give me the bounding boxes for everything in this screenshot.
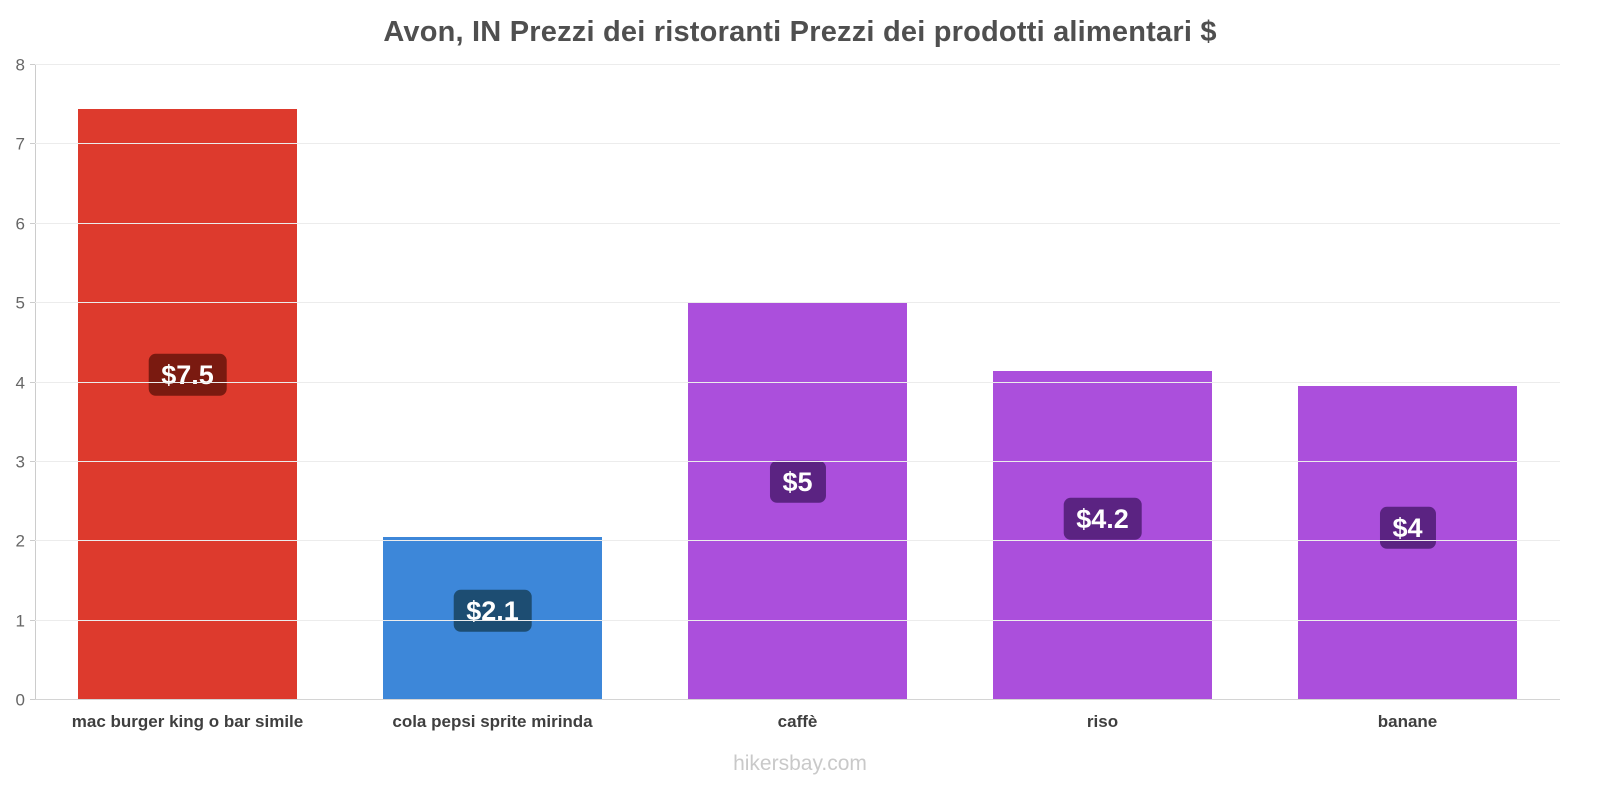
y-tick-mark	[30, 381, 35, 383]
bar-3: $5	[687, 303, 908, 700]
x-axis-label: caffè	[777, 712, 818, 731]
bar-column: $4	[1255, 65, 1560, 700]
x-axis-label: cola pepsi sprite mirinda	[392, 712, 593, 731]
bar-column: $4.2	[950, 65, 1255, 700]
y-tick-label: 2	[15, 531, 25, 551]
chart-title: Avon, IN Prezzi dei ristoranti Prezzi de…	[383, 16, 1217, 48]
bar-value-badge: $2.1	[453, 589, 532, 632]
y-tick-label: 1	[15, 611, 25, 631]
watermark-text: hikersbay.com	[733, 752, 867, 775]
x-axis-labels: mac burger king o bar simile cola pepsi s…	[35, 712, 1560, 732]
plot-area: $7.5 $2.1 $5 $4.2 $4 0 1 2 3 4 5 6 7 8	[16, 57, 1560, 709]
gridline	[35, 381, 1560, 383]
y-tick-mark	[30, 222, 35, 224]
bar-value-badge: $4.2	[1063, 497, 1142, 541]
y-tick-mark	[30, 302, 35, 304]
bars-container: $7.5 $2.1 $5 $4.2 $4	[35, 65, 1560, 700]
gridline	[35, 540, 1560, 542]
bar-value-badge: $4	[1379, 506, 1436, 549]
x-axis-label: banane	[1377, 712, 1438, 731]
x-axis-label: riso	[1086, 712, 1119, 731]
bar-5: $4	[1297, 386, 1518, 700]
bar-column: $7.5	[35, 65, 340, 700]
bar-4: $4.2	[992, 370, 1213, 700]
y-tick-mark	[30, 540, 35, 542]
bar-value-badge: $7.5	[148, 353, 227, 396]
y-tick-mark	[30, 699, 35, 700]
gridline	[35, 460, 1560, 462]
y-axis-line	[35, 65, 36, 700]
y-tick-label: 8	[15, 55, 25, 75]
y-tick-label: 0	[15, 690, 25, 710]
bar-column: $5	[645, 65, 950, 700]
gridline	[35, 619, 1560, 621]
gridline	[35, 699, 1560, 700]
y-tick-mark	[30, 619, 35, 621]
gridline	[35, 222, 1560, 224]
gridline	[35, 143, 1560, 145]
bar-value-badge: $5	[769, 460, 826, 503]
bar-column: $2.1	[340, 65, 645, 700]
y-tick-label: 6	[15, 214, 25, 234]
y-tick-label: 4	[15, 373, 25, 392]
gridline	[35, 302, 1560, 304]
y-tick-mark	[30, 143, 35, 145]
y-tick-label: 7	[15, 134, 25, 154]
gridline	[35, 64, 1560, 65]
x-axis-label: mac burger king o bar simile	[71, 712, 304, 731]
y-tick-label: 3	[15, 452, 25, 472]
bar-2: $2.1	[382, 537, 603, 700]
y-tick-mark	[30, 64, 35, 65]
y-tick-label: 5	[15, 293, 25, 313]
y-tick-mark	[30, 460, 35, 462]
bar-1: $7.5	[77, 108, 298, 700]
